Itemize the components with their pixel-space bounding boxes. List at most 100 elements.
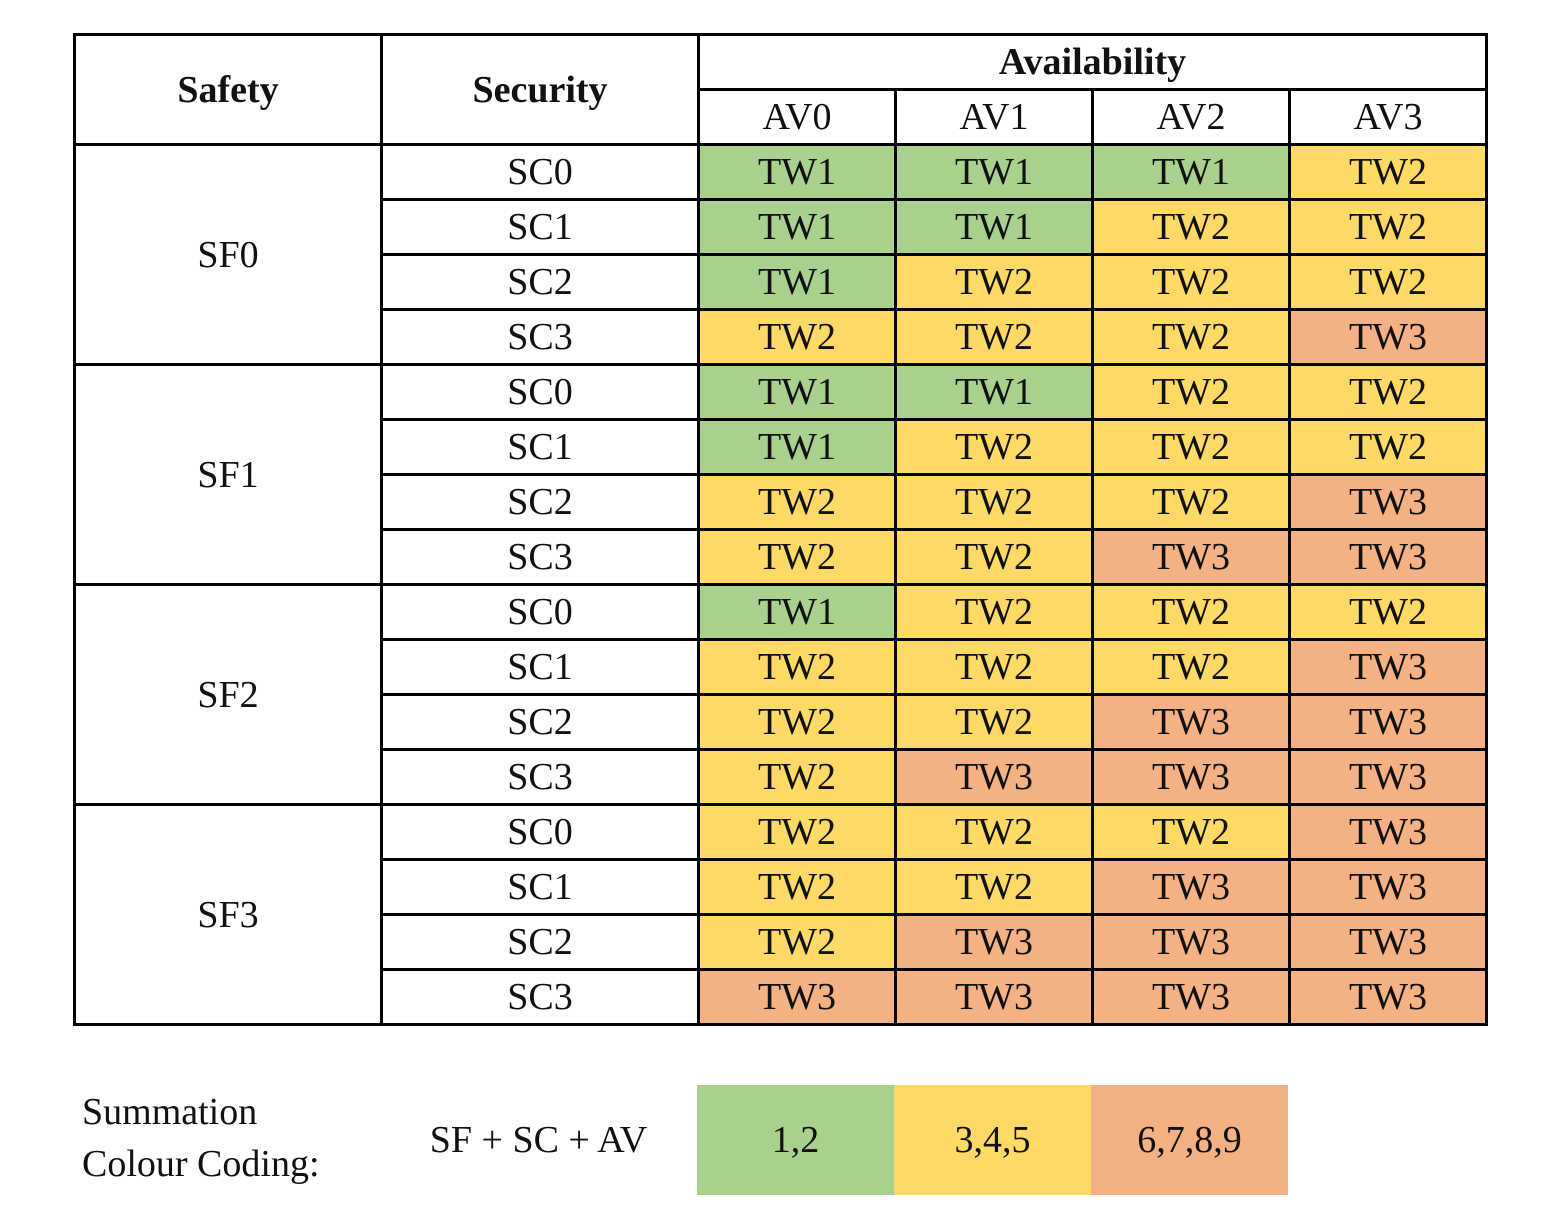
tw-cell: TW2 (1091, 363, 1291, 421)
security-level: SC3 (380, 968, 700, 1026)
security-level: SC0 (380, 583, 700, 641)
tw-cell: TW2 (1091, 473, 1291, 531)
tw-cell: TW3 (1287, 528, 1489, 586)
security-level: SC1 (380, 198, 700, 256)
tw-cell: TW3 (1091, 748, 1291, 806)
tw-cell: TW2 (1287, 253, 1489, 311)
tw-cell: TW2 (1287, 583, 1489, 641)
tw-cell: TW2 (894, 693, 1094, 751)
tw-cell: TW2 (894, 418, 1094, 476)
tw-cell: TW3 (1287, 308, 1489, 366)
security-header: Security (380, 33, 700, 146)
table-row: SF2 SC0 TW1 TW2 TW2 TW2 (73, 583, 1489, 806)
tw-cell: TW2 (894, 473, 1094, 531)
tw-cell: TW2 (697, 528, 897, 586)
tw-cell: TW3 (1287, 968, 1489, 1026)
tw-cell: TW2 (697, 858, 897, 916)
tw-cell: TW2 (894, 638, 1094, 696)
tw-cell: TW2 (697, 638, 897, 696)
security-level: SC3 (380, 528, 700, 586)
availability-level: AV0 (697, 88, 897, 146)
security-level: SC2 (380, 693, 700, 751)
tw-cell: TW2 (697, 803, 897, 861)
legend-title: Summation (82, 1091, 258, 1133)
table-row: SC1 TW2 TW2 TW2 TW3 (75, 638, 1489, 696)
tw-cell: TW3 (1287, 803, 1489, 861)
availability-header: Availability (696, 33, 1489, 91)
tw-cell: TW1 (697, 583, 897, 641)
security-level: SC2 (380, 913, 700, 971)
security-level: SC3 (380, 748, 700, 806)
table-row: SC3 TW2 TW2 TW3 TW3 (75, 528, 1489, 586)
safety-header: Safety (73, 33, 383, 146)
security-level: SC0 (380, 363, 700, 421)
availability-level: AV3 (1287, 88, 1489, 146)
tw-cell: TW3 (1287, 748, 1489, 806)
tw-cell: TW3 (1091, 858, 1291, 916)
table-row: SC3 TW2 TW2 TW2 TW3 (75, 308, 1489, 366)
tw-cell: TW1 (894, 143, 1094, 201)
legend-swatch: 1,2 (697, 1085, 894, 1195)
table-row: SF0 SC0 TW1 TW1 TW1 TW2 (73, 143, 1489, 366)
security-level: SC3 (380, 308, 700, 366)
table-row: SF1 SC0 TW1 TW1 TW2 TW2 (73, 363, 1489, 586)
table-row: SC1 TW1 TW1 TW2 TW2 (75, 198, 1489, 256)
security-level: SC2 (380, 473, 700, 531)
tw-cell: TW3 (894, 748, 1094, 806)
table-row: SC1 TW1 TW2 TW2 TW2 (75, 418, 1489, 476)
security-level: SC0 (380, 803, 700, 861)
tw-cell: TW1 (1091, 143, 1291, 201)
table-row: SC2 TW2 TW2 TW2 TW3 (75, 473, 1489, 531)
tw-cell: TW2 (894, 858, 1094, 916)
tw-cell: TW2 (1091, 418, 1291, 476)
tw-cell: TW3 (1287, 693, 1489, 751)
tw-cell: TW3 (1091, 968, 1291, 1026)
safety-level: SF3 (73, 803, 383, 1026)
tw-cell: TW3 (894, 968, 1094, 1026)
tw-cell: TW2 (1091, 253, 1291, 311)
tw-cell: TW2 (894, 308, 1094, 366)
tw-cell: TW2 (1091, 803, 1291, 861)
tw-cell: TW2 (1287, 363, 1489, 421)
tw-cell: TW2 (894, 528, 1094, 586)
tw-cell: TW1 (697, 198, 897, 256)
tw-cell: TW2 (1287, 418, 1489, 476)
table-row: SC2 TW2 TW2 TW3 TW3 (75, 693, 1489, 751)
table-row: SC3 TW2 TW3 TW3 TW3 (75, 748, 1489, 806)
tw-cell: TW3 (1091, 693, 1291, 751)
table-row: SC2 TW2 TW3 TW3 TW3 (75, 913, 1489, 971)
security-level: SC2 (380, 253, 700, 311)
legend-swatch: 6,7,8,9 (1091, 1085, 1288, 1195)
tw-cell: TW1 (894, 363, 1094, 421)
tw-cell: TW2 (697, 473, 897, 531)
tw-cell: TW2 (894, 803, 1094, 861)
availability-level: AV2 (1091, 88, 1291, 146)
tw-cell: TW2 (1287, 143, 1489, 201)
tw-cell: TW3 (1287, 858, 1489, 916)
tw-cell: TW1 (697, 363, 897, 421)
availability-level: AV1 (894, 88, 1094, 146)
tw-cell: TW3 (1091, 528, 1291, 586)
tw-cell: TW1 (697, 143, 897, 201)
legend-formula: SF + SC + AV (429, 1119, 648, 1161)
tw-cell: TW3 (1287, 638, 1489, 696)
table-row: SC3 TW3 TW3 TW3 TW3 (75, 968, 1489, 1026)
tw-cell: TW2 (1287, 198, 1489, 256)
tw-cell: TW2 (1091, 198, 1291, 256)
table-row: SC1 TW2 TW2 TW3 TW3 (75, 858, 1489, 916)
tw-cell: TW2 (894, 253, 1094, 311)
tw-cell: TW2 (1091, 308, 1291, 366)
safety-level: SF1 (73, 363, 383, 586)
legend-title: Colour Coding: (82, 1143, 320, 1185)
safety-level: SF0 (73, 143, 383, 366)
tw-cell: TW2 (1091, 583, 1291, 641)
tw-cell: TW2 (697, 693, 897, 751)
tw-cell: TW3 (1091, 913, 1291, 971)
tw-cell: TW3 (1287, 913, 1489, 971)
tw-cell: TW2 (1091, 638, 1291, 696)
tw-cell: TW2 (697, 748, 897, 806)
safety-level: SF2 (73, 583, 383, 806)
table-row: SF3 SC0 TW2 TW2 TW2 TW3 (73, 803, 1489, 1026)
tw-cell: TW2 (697, 308, 897, 366)
